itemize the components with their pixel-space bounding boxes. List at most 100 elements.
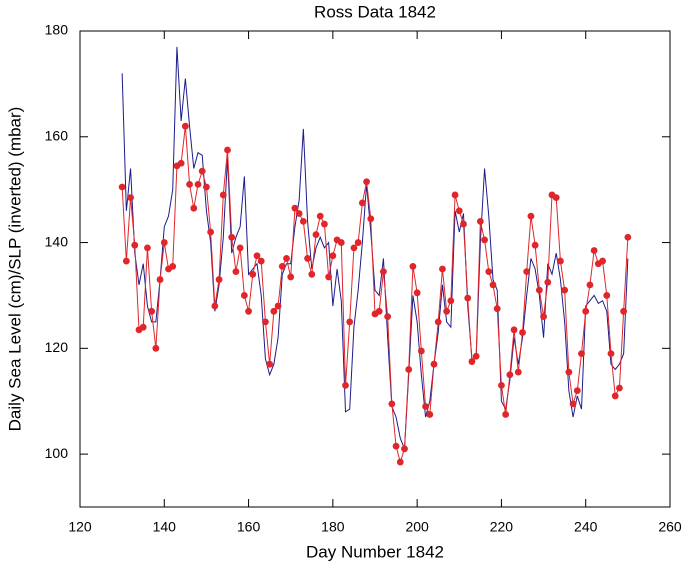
data-point (493, 305, 501, 313)
data-point (396, 458, 404, 466)
data-point (169, 262, 177, 270)
data-point (354, 239, 362, 246)
data-point (198, 167, 206, 175)
data-point (430, 360, 438, 368)
data-point (358, 199, 366, 207)
data-point (485, 268, 493, 276)
data-point (291, 204, 299, 212)
data-point (215, 276, 223, 283)
data-point (249, 270, 257, 278)
data-point (380, 268, 387, 276)
x-tick-label: 120 (68, 519, 92, 535)
data-point (299, 218, 307, 225)
data-point (325, 273, 333, 281)
data-point (455, 207, 463, 215)
data-point (278, 262, 286, 270)
data-point (519, 329, 526, 336)
data-point (531, 241, 539, 249)
data-point (527, 212, 535, 220)
data-point (177, 159, 185, 167)
data-point (240, 292, 248, 299)
chart-title: Ross Data 1842 (314, 2, 436, 21)
data-point (127, 194, 134, 202)
data-point (232, 268, 240, 276)
data-point (207, 228, 215, 236)
data-point (190, 204, 198, 212)
data-point (540, 313, 547, 320)
data-point (607, 350, 615, 358)
data-point (557, 257, 564, 265)
data-point (384, 313, 392, 320)
data-point (552, 194, 560, 202)
data-point (375, 307, 383, 315)
y-axis-title: Daily Sea Level (cm)/SLP (inverted) (mba… (5, 107, 24, 432)
data-point (308, 270, 316, 278)
data-point (451, 191, 459, 199)
data-point (620, 307, 628, 315)
data-point (569, 400, 577, 408)
data-point (350, 244, 358, 252)
data-point (304, 255, 311, 262)
data-point (392, 442, 400, 450)
data-point (203, 183, 210, 191)
data-point (346, 318, 354, 326)
y-tick-label: 180 (45, 22, 69, 38)
y-tick-label: 140 (45, 233, 69, 249)
data-point (139, 323, 147, 331)
data-point (211, 302, 219, 310)
data-point (186, 180, 193, 188)
data-point (152, 344, 160, 352)
data-point (156, 276, 164, 283)
data-point (274, 302, 282, 310)
data-point (245, 307, 252, 315)
data-point (460, 220, 467, 228)
data-point (578, 350, 585, 358)
data-point (160, 239, 168, 246)
data-point (329, 252, 337, 260)
data-point (122, 257, 130, 265)
data-point (510, 326, 518, 334)
data-point (131, 241, 139, 249)
x-tick-label: 220 (490, 519, 514, 535)
data-point (582, 307, 590, 315)
data-point (118, 183, 126, 191)
data-point (253, 252, 261, 260)
series-line (121, 126, 629, 464)
data-point (321, 220, 328, 228)
data-point (573, 387, 581, 395)
data-point (489, 281, 497, 289)
data-point (262, 318, 269, 326)
data-point (266, 360, 274, 368)
data-point (236, 244, 244, 252)
data-point (523, 268, 531, 276)
data-point (514, 368, 522, 376)
data-point (434, 318, 442, 326)
data-point (295, 210, 303, 217)
data-point (257, 257, 265, 265)
y-tick-label: 100 (45, 445, 69, 461)
data-point (181, 122, 189, 130)
data-point (194, 180, 202, 188)
data-point (590, 247, 598, 254)
data-point (405, 366, 413, 373)
data-point (599, 257, 606, 265)
data-point (561, 286, 569, 294)
data-point (148, 307, 156, 315)
x-tick-label: 260 (658, 519, 682, 535)
data-point (447, 297, 455, 305)
data-point (401, 445, 408, 453)
data-point (312, 231, 320, 239)
data-point (270, 307, 278, 315)
x-tick-label: 180 (321, 519, 345, 535)
data-point (468, 358, 476, 365)
data-point (409, 262, 417, 270)
data-point (224, 146, 231, 154)
data-point (388, 400, 396, 408)
data-point (228, 233, 236, 241)
data-point (144, 244, 151, 252)
data-point (443, 307, 451, 315)
data-point (502, 411, 510, 418)
data-point (481, 236, 488, 244)
data-point (586, 281, 594, 289)
